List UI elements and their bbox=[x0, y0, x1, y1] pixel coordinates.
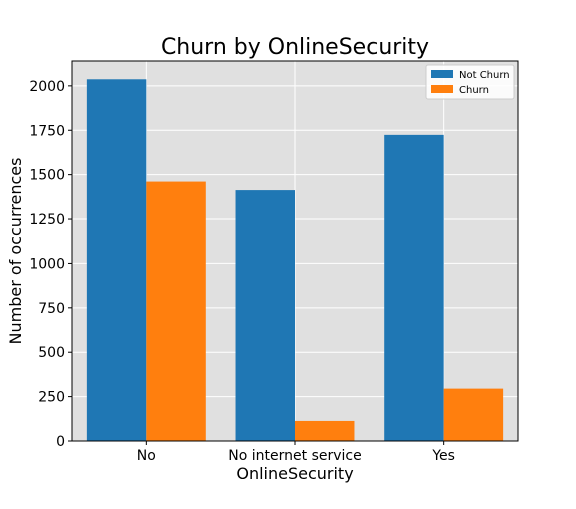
x-tick-label: Yes bbox=[431, 448, 455, 464]
legend: Not Churn Churn bbox=[425, 64, 515, 100]
bar-churn bbox=[146, 181, 206, 441]
y-tick-label: 750 bbox=[38, 301, 65, 317]
bar-churn bbox=[295, 420, 355, 441]
legend-label: Not Churn bbox=[459, 70, 510, 81]
legend-swatch bbox=[431, 85, 453, 93]
bar-not-churn bbox=[384, 134, 444, 442]
bar-churn bbox=[443, 388, 504, 441]
y-tick-label: 2000 bbox=[29, 79, 65, 95]
x-tick-label: No bbox=[137, 448, 156, 464]
y-tick-label: 1250 bbox=[29, 212, 65, 228]
bar-not-churn bbox=[235, 190, 295, 441]
y-tick-label: 0 bbox=[56, 434, 65, 450]
y-tick-label: 1000 bbox=[29, 256, 65, 272]
legend-label: Churn bbox=[459, 85, 489, 96]
bar-not-churn bbox=[86, 79, 147, 441]
y-axis-title: Number of occurrences bbox=[6, 158, 25, 345]
y-tick-label: 1500 bbox=[29, 168, 65, 184]
y-tick-label: 500 bbox=[38, 345, 65, 361]
y-tick-label: 1750 bbox=[29, 123, 65, 139]
chart-title: Churn by OnlineSecurity bbox=[161, 35, 429, 60]
axes bbox=[68, 60, 519, 445]
tick-labels: 0 250 500 750 1000 1250 1500 1750 2000 No No inter… bbox=[29, 79, 455, 464]
legend-swatch bbox=[431, 70, 453, 78]
bars bbox=[86, 79, 504, 442]
x-tick-label: No internet service bbox=[228, 448, 361, 464]
x-axis-title: OnlineSecurity bbox=[236, 464, 353, 483]
y-tick-label: 250 bbox=[38, 390, 65, 406]
